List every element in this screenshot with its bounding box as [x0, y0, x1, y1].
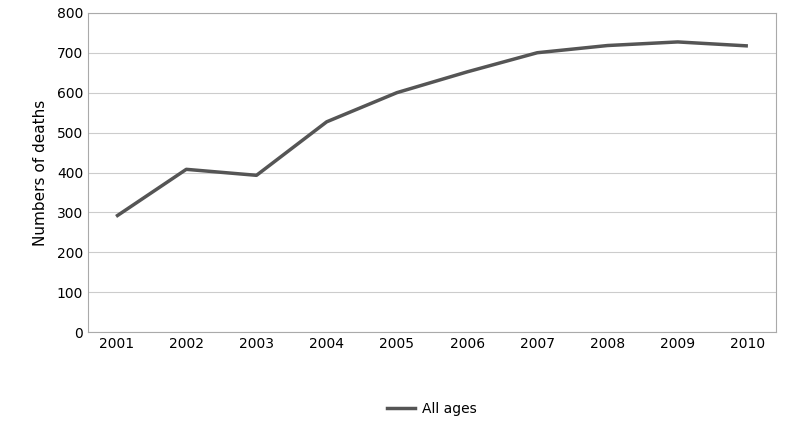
All ages [743, 43, 753, 49]
Legend: All ages: All ages [382, 397, 482, 422]
All ages [392, 90, 402, 95]
All ages [182, 167, 191, 172]
Line: All ages: All ages [116, 42, 748, 216]
All ages [673, 39, 682, 44]
All ages [462, 69, 472, 75]
All ages [533, 50, 542, 55]
All ages [322, 119, 331, 124]
All ages [111, 214, 121, 219]
All ages [252, 173, 262, 178]
All ages [602, 43, 612, 48]
Y-axis label: Numbers of deaths: Numbers of deaths [34, 99, 49, 246]
